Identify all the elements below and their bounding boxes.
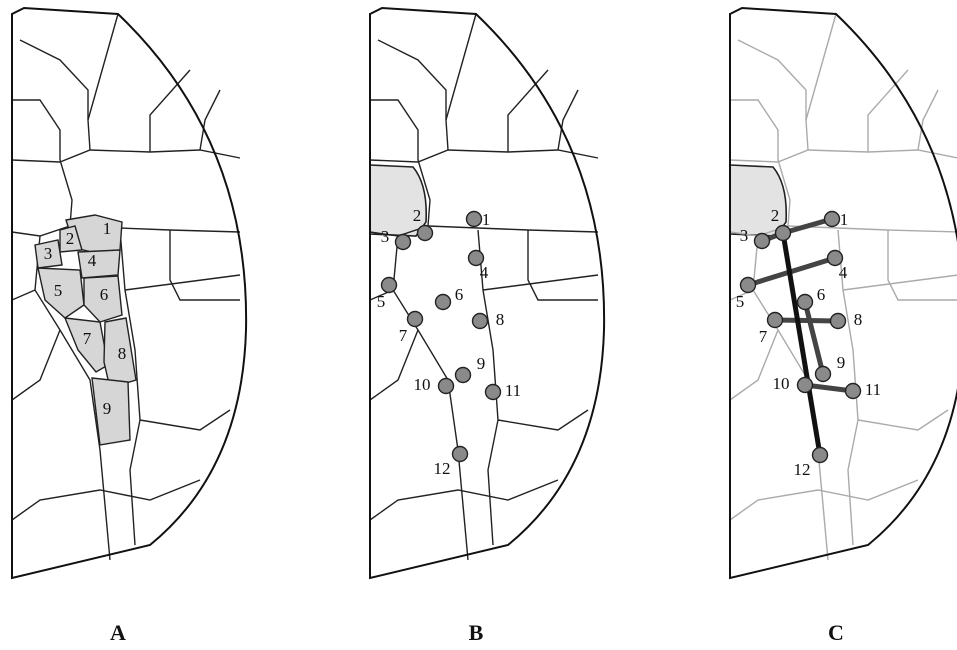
node-label: 6 xyxy=(455,285,464,304)
node-label: 6 xyxy=(817,285,826,304)
node-label: 12 xyxy=(794,460,811,479)
region-label: 7 xyxy=(83,329,92,348)
node-label: 1 xyxy=(840,210,849,229)
cell-boundary xyxy=(730,150,957,162)
region-label: 5 xyxy=(54,281,63,300)
node xyxy=(813,448,828,463)
cell-boundary xyxy=(370,100,418,160)
node-label: 8 xyxy=(496,310,505,329)
node xyxy=(798,378,813,393)
node xyxy=(741,278,756,293)
region-label: 8 xyxy=(118,344,127,363)
node-label: 5 xyxy=(736,292,745,311)
node xyxy=(755,234,770,249)
cell-boundary xyxy=(88,14,118,150)
panel-label: A xyxy=(110,620,126,645)
cell-boundary xyxy=(12,150,240,162)
node xyxy=(798,295,813,310)
cell-boundary xyxy=(150,70,190,152)
cell-boundary xyxy=(12,290,35,300)
node-label: 4 xyxy=(480,263,489,282)
node-label: 7 xyxy=(399,326,408,345)
node xyxy=(816,367,831,382)
node xyxy=(825,212,840,227)
node-label: 9 xyxy=(837,353,846,372)
node-label: 3 xyxy=(740,226,749,245)
cell-boundary xyxy=(12,100,60,160)
region xyxy=(78,250,120,278)
node-label: 8 xyxy=(854,310,863,329)
outline xyxy=(370,8,604,578)
node xyxy=(776,226,791,241)
shaded-cell xyxy=(730,165,786,236)
cell-boundary xyxy=(378,40,446,120)
cell-boundary xyxy=(140,410,230,430)
node xyxy=(846,384,861,399)
cell-boundary xyxy=(508,70,548,152)
cell-boundary xyxy=(843,275,957,290)
node xyxy=(436,295,451,310)
node-label: 12 xyxy=(434,459,451,478)
node-label: 5 xyxy=(377,292,386,311)
node-label: 3 xyxy=(381,227,390,246)
node xyxy=(456,368,471,383)
cell-boundary xyxy=(20,40,88,120)
panel-label: B xyxy=(469,620,484,645)
node-label: 4 xyxy=(839,263,848,282)
node xyxy=(473,314,488,329)
region-label: 3 xyxy=(44,244,53,263)
cell-boundary xyxy=(888,230,957,300)
cell-boundary xyxy=(730,330,778,400)
node-label: 10 xyxy=(773,374,790,393)
node xyxy=(408,312,423,327)
cell-boundary xyxy=(868,70,908,152)
node xyxy=(382,278,397,293)
node-label: 1 xyxy=(482,210,491,229)
cell-boundary xyxy=(730,100,778,160)
region-label: 2 xyxy=(66,229,75,248)
panel: C123456789101112 xyxy=(730,8,957,645)
cell-boundary xyxy=(738,40,806,120)
node-label: 10 xyxy=(414,375,431,394)
node xyxy=(396,235,411,250)
cell-boundary xyxy=(446,14,476,150)
region-label: 1 xyxy=(103,219,112,238)
cell-boundary xyxy=(806,14,836,150)
cell-boundary xyxy=(483,275,598,290)
cell-boundary xyxy=(60,160,72,226)
node-label: 11 xyxy=(505,381,521,400)
cell-boundary xyxy=(170,230,240,300)
edge xyxy=(775,320,838,321)
node xyxy=(439,379,454,394)
figure: A123456789B123456789101112C1234567891011… xyxy=(0,0,957,650)
cell-boundary xyxy=(370,150,598,162)
node xyxy=(768,313,783,328)
cell-boundary xyxy=(498,410,588,430)
region-label: 9 xyxy=(103,399,112,418)
region-label: 4 xyxy=(88,251,97,270)
edge xyxy=(805,302,823,374)
shaded-cell xyxy=(370,165,426,236)
cell-boundary xyxy=(858,410,948,430)
node-label: 9 xyxy=(477,354,486,373)
panel-label: C xyxy=(828,620,844,645)
cell-boundary xyxy=(528,230,598,300)
cell-boundary xyxy=(370,330,418,400)
node-label: 7 xyxy=(759,327,768,346)
cell-boundary xyxy=(12,330,60,400)
node xyxy=(467,212,482,227)
node xyxy=(418,226,433,241)
node-label: 2 xyxy=(413,206,422,225)
node xyxy=(453,447,468,462)
node xyxy=(486,385,501,400)
cell-boundary xyxy=(125,275,240,290)
node-label: 11 xyxy=(865,380,881,399)
cell-boundary xyxy=(12,226,240,236)
node xyxy=(831,314,846,329)
region-label: 6 xyxy=(100,285,109,304)
node-label: 2 xyxy=(771,206,780,225)
